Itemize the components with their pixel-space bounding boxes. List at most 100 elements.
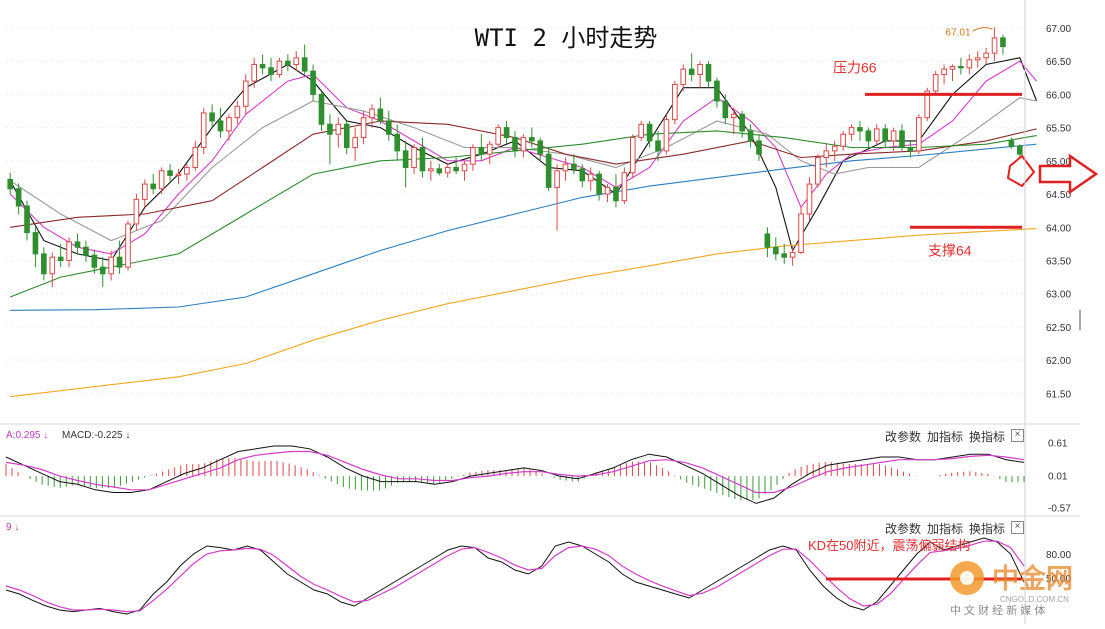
macd-y-tick: 0.61 <box>1048 439 1068 450</box>
candle-body <box>697 63 703 75</box>
candle-body <box>756 140 762 155</box>
macd-close-icon[interactable]: × <box>1011 429 1024 442</box>
candle-body <box>537 140 544 155</box>
candle-body <box>579 168 586 182</box>
candle-body <box>958 65 964 69</box>
brand-url: CNGOLD.COM.CN <box>1000 595 1069 604</box>
candle-body <box>133 198 140 225</box>
kd-close-icon[interactable]: × <box>1011 521 1024 534</box>
candle-body <box>991 37 998 54</box>
candle-body <box>478 147 485 155</box>
candle-body <box>663 119 670 152</box>
candle-body <box>629 137 636 174</box>
candle-body <box>377 108 384 122</box>
candle-body <box>142 183 148 200</box>
candle-body <box>974 57 981 61</box>
candle-body <box>1016 145 1023 155</box>
macd-y-tick: -0.57 <box>1048 503 1071 514</box>
kd-k-line <box>5 537 1025 615</box>
macd-dif-label: A:0.295 ↓ <box>6 430 48 441</box>
y-tick-label: 61.50 <box>1046 389 1071 400</box>
candle-body <box>360 117 367 139</box>
candle-body <box>66 241 72 261</box>
macd-dea-line <box>5 450 1025 494</box>
macd-dif-line <box>5 445 1025 504</box>
candle-body <box>402 150 409 168</box>
moving-average-line <box>9 97 1037 242</box>
candle-body <box>15 188 22 207</box>
y-tick-label: 62.00 <box>1046 356 1071 367</box>
y-tick-label: 64.50 <box>1046 190 1071 201</box>
candle-body <box>276 60 283 75</box>
candle-body <box>234 105 241 119</box>
candle-body <box>907 147 914 152</box>
kd-y-tick: 50.00 <box>1046 574 1071 585</box>
candle-body <box>285 60 291 65</box>
candle-body <box>840 133 846 147</box>
candle-body <box>604 186 611 195</box>
candle-body <box>983 52 989 59</box>
support-label: 支撑64 <box>928 242 972 258</box>
candle-body <box>175 173 182 176</box>
macd-panel: 0.61 0.01 -0.57 <box>5 439 1071 514</box>
candle-body <box>655 140 661 152</box>
brand-name: 中金网 <box>992 563 1073 594</box>
candle-body <box>335 123 342 135</box>
candle-body <box>545 153 552 188</box>
moving-average-line <box>10 143 1037 311</box>
candle-body <box>554 170 560 188</box>
candle-body <box>411 147 417 168</box>
candle-body <box>529 137 535 142</box>
y-tick-label: 62.50 <box>1046 323 1071 334</box>
candle-body <box>798 213 804 254</box>
candle-body <box>882 128 888 142</box>
candle-body <box>621 172 628 202</box>
candle-body <box>587 173 594 182</box>
candle-body <box>226 117 232 132</box>
brand-slogan: 中 文 财 经 新 媒 体 <box>950 603 1045 617</box>
candle-body <box>453 166 459 172</box>
candle-body <box>461 163 468 172</box>
candle-body <box>167 170 173 176</box>
resistance-label: 压力66 <box>833 59 877 75</box>
candle-body <box>486 143 493 155</box>
moving-average-line <box>10 228 1037 398</box>
candle-body <box>890 130 897 142</box>
kd-add-indicator-button[interactable]: 加指标 <box>927 522 964 536</box>
candle-body <box>857 127 863 132</box>
kd-y-tick: 80.00 <box>1046 550 1071 561</box>
main-price-chart: 67.00 66.50 66.00 65.50 65.00 64.50 64.00 63.50… <box>6 24 1099 400</box>
macd-value-label: MACD:-0.225 ↓ <box>62 430 130 441</box>
kd-params-button[interactable]: 改参数 <box>885 522 922 536</box>
kd-d-line <box>5 540 1025 613</box>
candle-body <box>150 183 157 190</box>
chart-title: WTI 2 小时走势 <box>475 24 658 52</box>
candle-body <box>815 157 821 185</box>
macd-params-button[interactable]: 改参数 <box>885 430 922 444</box>
candle-body <box>352 137 358 149</box>
moving-average-line <box>9 57 1038 262</box>
macd-add-indicator-button[interactable]: 加指标 <box>927 430 964 444</box>
y-tick-label: 66.00 <box>1046 90 1071 101</box>
candle-body <box>49 256 56 275</box>
candle-body <box>74 241 81 248</box>
kd-period-label: 9 ↓ <box>6 522 19 533</box>
macd-swap-indicator-button[interactable]: 换指标 <box>969 430 1006 444</box>
candle-body <box>562 163 569 172</box>
candle-body <box>739 113 745 132</box>
candle-body <box>158 170 165 190</box>
y-tick-label: 66.50 <box>1046 57 1071 68</box>
candle-body <box>714 80 720 102</box>
candle-body <box>310 70 316 95</box>
arrow-down-icon: ↓ <box>14 522 20 533</box>
moving-average-line <box>9 60 1038 255</box>
candle-body <box>932 73 939 92</box>
peak-pointer-arrow <box>972 27 993 32</box>
kd-swap-indicator-button[interactable]: 换指标 <box>969 522 1006 536</box>
y-tick-label: 64.00 <box>1046 223 1071 234</box>
candle-body <box>865 130 872 142</box>
candle-body <box>91 254 98 268</box>
candle-body <box>924 90 931 119</box>
